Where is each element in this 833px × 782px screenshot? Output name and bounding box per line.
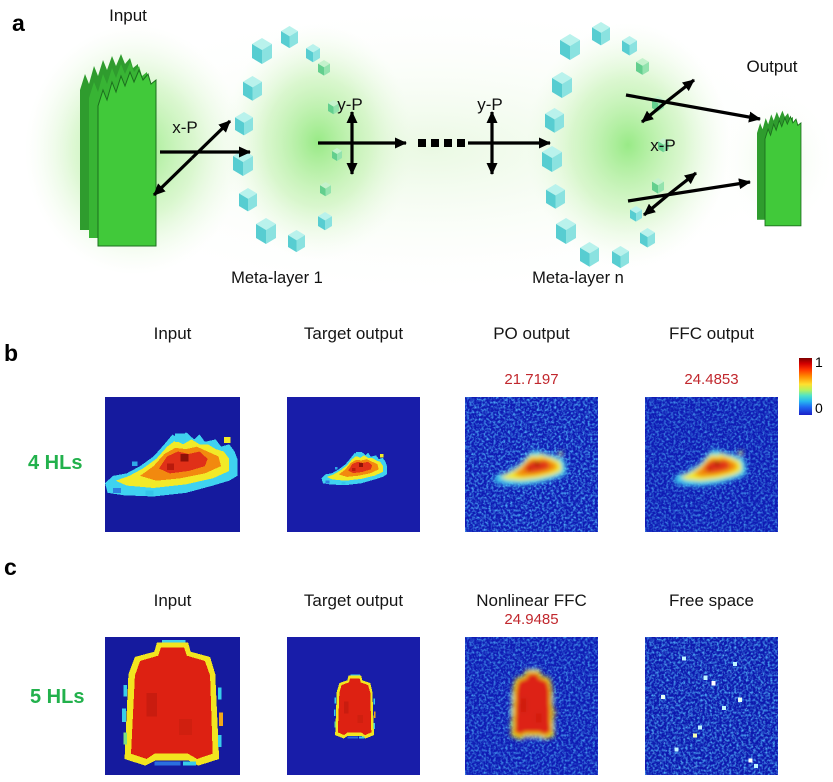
ellipsis-dots <box>418 139 465 147</box>
row-label-4hls: 4 HLs <box>28 452 83 474</box>
meta-network-diagram: Input Output x-P y-P y-P x-P Meta-layer … <box>25 0 833 300</box>
colorbar <box>799 358 812 415</box>
column-header-c-target-output: Target output <box>303 591 404 610</box>
column-header-c-input: Input <box>153 591 192 610</box>
heatmap-c-input <box>105 637 240 775</box>
metric-b-po-output: 21.7197 <box>504 371 559 388</box>
metric-b-ffc-output: 24.4853 <box>684 371 739 388</box>
meta1-to-dots-arrow <box>318 111 407 175</box>
x-polarization-label-2: x-P <box>650 136 676 155</box>
meta-layer-n-glow <box>526 23 730 267</box>
meta-layer-n-label: Meta-layer n <box>532 269 624 287</box>
output-layer-stack <box>757 110 802 227</box>
metan-to-output-bottom-arrow <box>627 171 751 217</box>
dots-to-metan-arrow <box>468 111 551 175</box>
x-polarization-label-1: x-P <box>172 118 198 137</box>
panel-b-letter: b <box>4 340 19 366</box>
metric-c-nonlinear-ffc: 24.9485 <box>504 611 559 628</box>
metan-to-output-top-arrow <box>625 78 761 124</box>
input-to-meta1-arrow <box>152 119 251 197</box>
output-label: Output <box>746 57 797 76</box>
column-header-b-ffc-output: FFC output <box>668 324 755 343</box>
heatmap-c-target-output <box>287 637 420 775</box>
colorbar-min-label: 0 <box>815 400 823 416</box>
meta-layer-1-label: Meta-layer 1 <box>231 269 323 287</box>
column-header-b-target-output: Target output <box>303 324 404 343</box>
heatmap-b-po-output <box>465 397 598 532</box>
y-polarization-label-1: y-P <box>337 95 363 114</box>
column-header-b-input: Input <box>153 324 192 343</box>
panel-a-letter: a <box>12 10 25 36</box>
panel-c-letter: c <box>4 554 17 580</box>
heatmap-c-nonlinear-ffc <box>465 637 598 775</box>
column-header-c-nonlinear-ffc: Nonlinear FFC <box>476 591 587 610</box>
heatmap-b-target-output <box>287 397 420 532</box>
heatmap-c-free-space <box>645 637 778 775</box>
column-header-c-free-space: Free space <box>668 591 755 610</box>
input-label: Input <box>109 6 147 25</box>
colorbar-max-label: 1 <box>815 354 823 370</box>
heatmap-b-input <box>105 397 240 532</box>
heatmap-b-ffc-output <box>645 397 778 532</box>
column-header-b-po-output: PO output <box>493 324 570 343</box>
row-label-5hls: 5 HLs <box>30 686 85 708</box>
y-polarization-label-2: y-P <box>477 95 503 114</box>
input-layer-stack <box>80 54 157 247</box>
